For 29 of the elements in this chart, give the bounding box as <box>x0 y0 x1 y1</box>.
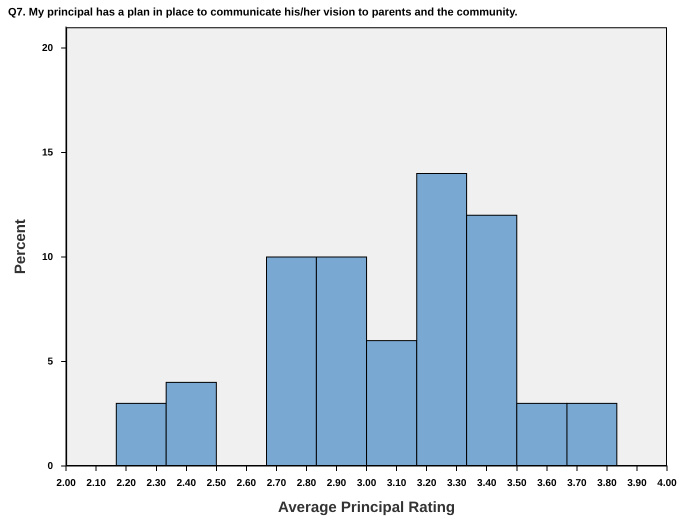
y-tick-label: 5 <box>48 356 54 368</box>
x-tick-label: 2.20 <box>116 478 136 489</box>
x-tick-label: 3.20 <box>416 478 437 489</box>
x-tick-label: 3.10 <box>386 478 407 489</box>
x-tick-label: 2.50 <box>206 478 227 489</box>
x-axis-title: Average Principal Rating <box>278 499 456 516</box>
x-tick-label: 2.70 <box>266 478 287 489</box>
x-tick-label: 3.50 <box>507 478 527 489</box>
x-tick-label: 3.60 <box>537 478 557 489</box>
y-tick-label: 10 <box>42 252 54 263</box>
y-tick-label: 15 <box>42 147 54 158</box>
x-tick-label: 2.90 <box>326 478 347 489</box>
x-tick-label: 2.10 <box>86 478 106 489</box>
y-tick-label: 0 <box>48 460 54 472</box>
x-tick-label: 2.80 <box>296 478 317 489</box>
x-tick-label: 2.40 <box>176 478 196 489</box>
y-axis-title: Percent <box>12 219 30 274</box>
x-tick-label: 3.80 <box>597 478 618 489</box>
y-tick-label: 20 <box>42 42 54 54</box>
x-tick-label: 3.40 <box>477 478 497 489</box>
x-tick-label: 3.70 <box>567 478 588 489</box>
x-tick-label: 3.00 <box>356 478 377 489</box>
x-tick-label: 2.00 <box>56 478 76 489</box>
x-tick-label: 3.30 <box>446 478 467 489</box>
x-tick-label: 4.00 <box>657 478 678 489</box>
chart-title: Q7. My principal has a plan in place to communicate his/her vision to parents and the community. <box>8 6 518 19</box>
x-tick-label: 3.90 <box>627 478 648 489</box>
x-tick-label: 2.60 <box>236 478 257 489</box>
x-tick-label: 2.30 <box>146 478 166 489</box>
